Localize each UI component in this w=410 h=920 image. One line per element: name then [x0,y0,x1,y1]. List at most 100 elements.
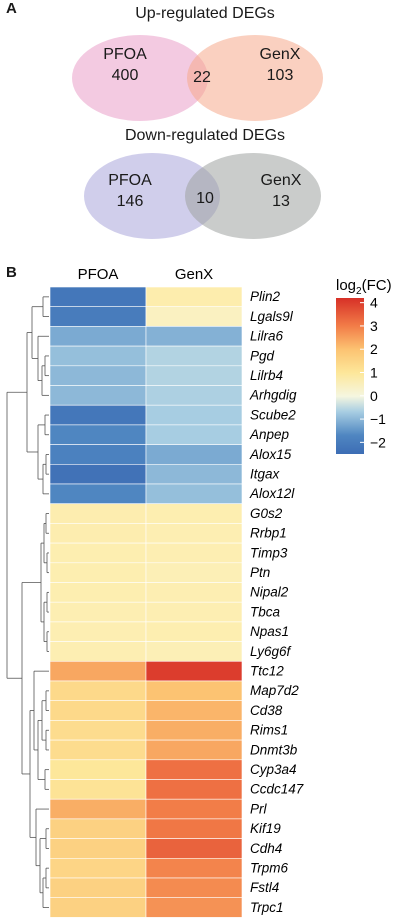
heatmap-cell-ptn-genx [145,562,243,583]
gene-label-g0s2: G0s2 [250,506,283,521]
gene-label-anpep: Anpep [249,427,290,442]
heatmap-cell-timp3-genx [145,542,243,564]
heatmap-cell-dnmt3b-pfoa [49,739,147,761]
heatmap-cell-pgd-pfoa [49,345,147,367]
heatmap-cell-dnmt3b-genx [145,739,243,761]
legend-tick-label: 1 [370,365,378,381]
heatmap-cell-plin2-genx [145,286,243,308]
gene-label-trpm6: Trpm6 [250,860,288,875]
heatmap-cell-rims1-pfoa [49,720,147,741]
gene-label-ttc12: Ttc12 [250,663,284,678]
gene-label-timp3: Timp3 [250,545,288,560]
venn-down-left-name: PFOA [108,172,152,189]
column-labels: PFOA GenX [78,266,214,283]
heatmap-cell-ttc12-genx [145,660,243,682]
color-legend: log2(FC)4 3 2 1 0 −1 −2 [336,277,392,454]
heatmap-cell-rrbp1-pfoa [49,523,147,544]
column-label-genx: GenX [175,266,213,283]
gene-label-pgd: Pgd [250,348,275,363]
heatmap-cell-lgals9l-genx [145,306,243,327]
heatmap-cell-alox12l-pfoa [49,483,147,505]
venn-down-left-count: 146 [116,193,144,210]
heatmap-cell-lilrb4-pfoa [49,365,147,386]
venn-up-title: Up-regulated DEGs [135,5,275,22]
heatmap-cell-cd38-genx [145,700,243,721]
heatmap-cell-trpm6-genx [145,857,243,879]
heatmap-cells [49,286,243,918]
gene-labels: Plin2 Lgals9l Lilra6 Pgd Lilrb4 Arhgdig Scube2… [249,289,304,915]
heatmap-cell-anpep-genx [145,424,243,445]
heatmap-cell-map7d2-pfoa [49,680,147,702]
venn-down-right-count: 13 [272,193,290,210]
row-dendrogram [6,296,49,908]
heatmap-cell-ttc12-pfoa [49,660,147,682]
gene-label-cyp3a4: Cyp3a4 [250,762,297,777]
venn-up-right-name: GenX [259,46,301,63]
venn-down-right-name: GenX [260,172,302,189]
heatmap-cell-lilra6-genx [145,326,243,347]
gene-label-npas1: Npas1 [250,624,289,639]
heatmap-cell-trpc1-genx [145,897,243,918]
gene-label-ptn: Ptn [250,565,270,580]
heatmap-cell-cyp3a4-pfoa [49,759,147,780]
heatmap-cell-tbca-genx [145,601,243,623]
heatmap-cell-lilrb4-genx [145,365,243,386]
panel-a-letter: A [6,0,17,17]
panel-b-letter: B [6,264,17,281]
legend-title: log2(FC) [336,277,392,297]
heatmap-cell-trpm6-pfoa [49,857,147,879]
heatmap-cell-map7d2-genx [145,680,243,702]
column-label-pfoa: PFOA [78,266,119,283]
heatmap-cell-itgax-genx [145,463,243,485]
heatmap-cell-kif19-pfoa [49,818,147,839]
gene-label-ly6g6f: Ly6g6f [250,644,292,659]
heatmap-cell-cyp3a4-genx [145,759,243,780]
gene-label-trpc1: Trpc1 [250,900,284,915]
heatmap-cell-lgals9l-pfoa [49,306,147,327]
gene-label-lgals9l: Lgals9l [250,309,294,324]
heatmap-cell-scube2-genx [145,404,243,426]
heatmap-cell-pgd-genx [145,345,243,367]
heatmap-cell-rims1-genx [145,720,243,741]
heatmap-cell-alox15-pfoa [49,444,147,465]
heatmap-cell-ly6g6f-genx [145,641,243,662]
legend-tick-label: −1 [370,411,386,427]
gene-label-map7d2: Map7d2 [250,683,299,698]
gene-label-prl: Prl [250,801,268,816]
venn-down-pfoa-circle [84,153,220,239]
heatmap-cell-cdh4-genx [145,838,243,859]
heatmap-cell-lilra6-pfoa [49,326,147,347]
venn-up-pfoa-circle [72,35,208,121]
heatmap-cell-npas1-genx [145,621,243,642]
heatmap-cell-nipal2-genx [145,582,243,603]
heatmap-cell-ccdc147-genx [145,779,243,800]
gene-label-scube2: Scube2 [250,407,296,422]
heatmap-cell-alox15-genx [145,444,243,465]
venn-up-genx-circle [187,35,323,121]
heatmap-cell-ly6g6f-pfoa [49,641,147,662]
venn-down-title: Down-regulated DEGs [124,127,286,144]
venn-down-genx-circle [185,153,321,239]
gene-label-ccdc147: Ccdc147 [250,782,304,797]
gene-label-rims1: Rims1 [250,723,288,738]
gene-label-dnmt3b: Dnmt3b [250,742,298,757]
legend-tick-label: 2 [370,341,378,357]
gene-label-nipal2: Nipal2 [250,585,289,600]
legend-color-bar [336,298,364,454]
heatmap-cell-prl-genx [145,798,243,820]
heatmap-cell-timp3-pfoa [49,542,147,564]
venn-diagrams [72,35,323,239]
legend-tick-label: 4 [370,295,378,311]
gene-label-plin2: Plin2 [250,289,281,304]
heatmap-cell-ccdc147-pfoa [49,779,147,800]
legend-tick-label: −2 [370,434,386,450]
venn-up-overlap-count: 22 [193,69,211,86]
heatmap-cell-nipal2-pfoa [49,582,147,603]
venn-up-left-count: 400 [111,67,139,84]
gene-label-lilra6: Lilra6 [250,329,284,344]
gene-label-cd38: Cd38 [250,703,283,718]
legend-tick-label: 0 [370,388,378,404]
legend-tick-label: 3 [370,318,378,334]
heatmap-cell-plin2-pfoa [49,286,147,308]
gene-label-rrbp1: Rrbp1 [250,526,287,541]
